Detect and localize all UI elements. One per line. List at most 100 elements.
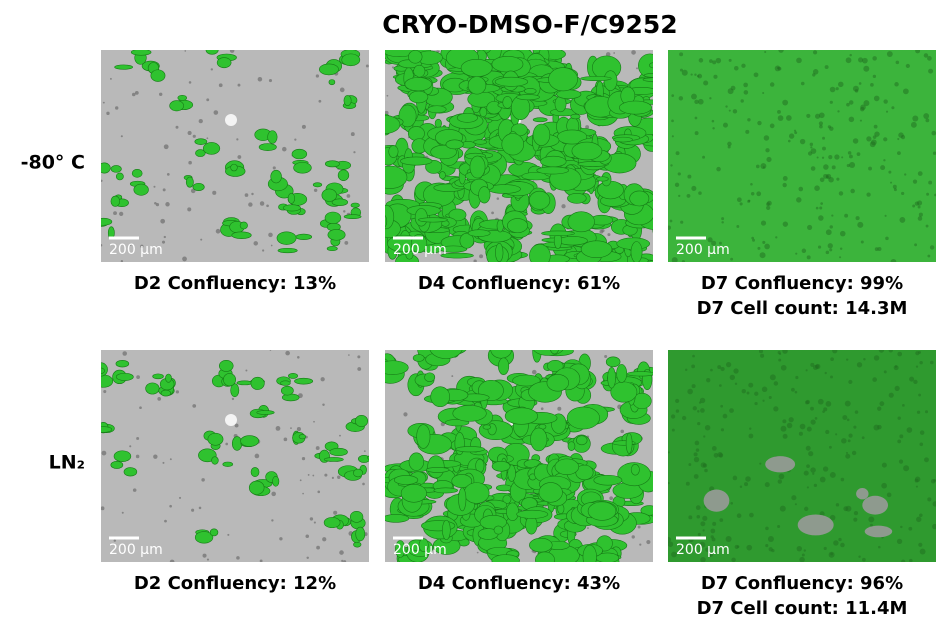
cell-texture — [818, 215, 824, 221]
cell-texture — [858, 555, 861, 558]
cell-texture — [893, 188, 897, 192]
cell-texture — [814, 417, 818, 420]
cell-texture — [777, 524, 781, 528]
cell-texture — [886, 51, 893, 57]
debris — [262, 249, 265, 252]
cell-texture — [704, 424, 711, 431]
cell-texture — [919, 548, 926, 555]
cell-cluster — [115, 360, 130, 368]
debris — [313, 420, 315, 423]
cell-texture — [698, 401, 702, 404]
cell-texture — [743, 82, 748, 88]
cell-texture — [883, 370, 887, 374]
debris — [607, 233, 611, 237]
cell-cluster — [323, 517, 341, 529]
cell-texture — [846, 163, 850, 168]
cell-texture — [850, 188, 855, 194]
cell-cluster — [231, 231, 252, 239]
cell-cluster — [429, 350, 463, 359]
cell-texture — [928, 68, 934, 74]
cell-texture — [694, 131, 699, 136]
cell-texture — [762, 91, 765, 94]
cell-texture — [854, 89, 859, 93]
cell-cluster — [536, 166, 570, 175]
cell-cluster — [353, 468, 364, 478]
cell-texture — [830, 375, 833, 379]
debris — [160, 218, 166, 224]
debris — [357, 355, 361, 359]
cell-texture — [833, 540, 839, 546]
figure-title: CRYO-DMSO-F/C9252 — [382, 10, 677, 39]
cell-cluster — [445, 139, 464, 150]
debris — [157, 397, 162, 401]
debris — [129, 243, 132, 246]
cell-texture — [794, 503, 797, 506]
debris — [315, 446, 320, 450]
debris — [236, 138, 239, 141]
cell-texture — [768, 396, 772, 400]
cell-texture — [699, 541, 706, 548]
cell-texture — [857, 221, 864, 228]
cell-texture — [805, 369, 808, 372]
debris — [299, 479, 302, 482]
cell-texture — [681, 260, 685, 262]
cell-texture — [799, 138, 806, 145]
cell-texture — [897, 416, 901, 420]
debris — [245, 369, 248, 372]
cell-cluster — [324, 211, 342, 225]
cell-texture — [788, 417, 794, 423]
cell-texture — [758, 350, 764, 354]
cell-texture — [778, 358, 782, 362]
cell-texture — [746, 391, 750, 395]
cell-texture — [700, 408, 705, 413]
cell-cluster — [195, 149, 206, 157]
cell-texture — [812, 69, 819, 75]
cell-texture — [773, 381, 779, 386]
cell-texture — [750, 182, 753, 186]
debris — [307, 474, 310, 476]
caption: D7 Confluency: 99% — [701, 273, 903, 294]
cell-cluster — [567, 192, 587, 204]
debris — [101, 506, 105, 511]
debris — [215, 228, 221, 234]
cell-texture — [806, 255, 811, 260]
debris — [225, 442, 228, 446]
cell-cluster — [393, 475, 419, 485]
debris — [337, 475, 341, 479]
cell-cluster — [580, 76, 612, 81]
cell-texture — [858, 57, 864, 63]
cell-cluster — [370, 355, 382, 371]
cell-cluster — [567, 441, 576, 451]
cell-texture — [749, 427, 752, 430]
cell-texture — [710, 528, 716, 534]
cell-cluster — [427, 455, 445, 479]
cell-cluster — [350, 202, 360, 208]
debris — [322, 403, 325, 406]
cell-texture — [806, 486, 809, 489]
cell-texture — [703, 435, 706, 438]
cell-cluster — [587, 501, 617, 521]
debris — [136, 436, 140, 440]
cell-cluster — [566, 406, 600, 430]
debris — [101, 243, 103, 247]
cell-cluster — [467, 76, 487, 95]
debris — [271, 519, 274, 522]
cell-texture — [877, 424, 882, 430]
cell-texture — [751, 236, 755, 240]
debris — [234, 423, 239, 428]
gap — [862, 495, 889, 515]
debris — [188, 160, 192, 165]
cell-texture — [818, 112, 825, 119]
debris — [296, 427, 301, 432]
debris — [155, 202, 160, 207]
cell-cluster — [626, 371, 653, 377]
cell-texture — [862, 57, 868, 64]
cell-cluster — [458, 487, 467, 512]
debris — [244, 193, 249, 197]
cell-texture — [698, 58, 704, 63]
cell-texture — [819, 476, 826, 483]
cell-texture — [822, 136, 825, 140]
cell-texture — [899, 434, 904, 439]
cell-texture — [853, 425, 857, 429]
cell-texture — [831, 165, 836, 170]
